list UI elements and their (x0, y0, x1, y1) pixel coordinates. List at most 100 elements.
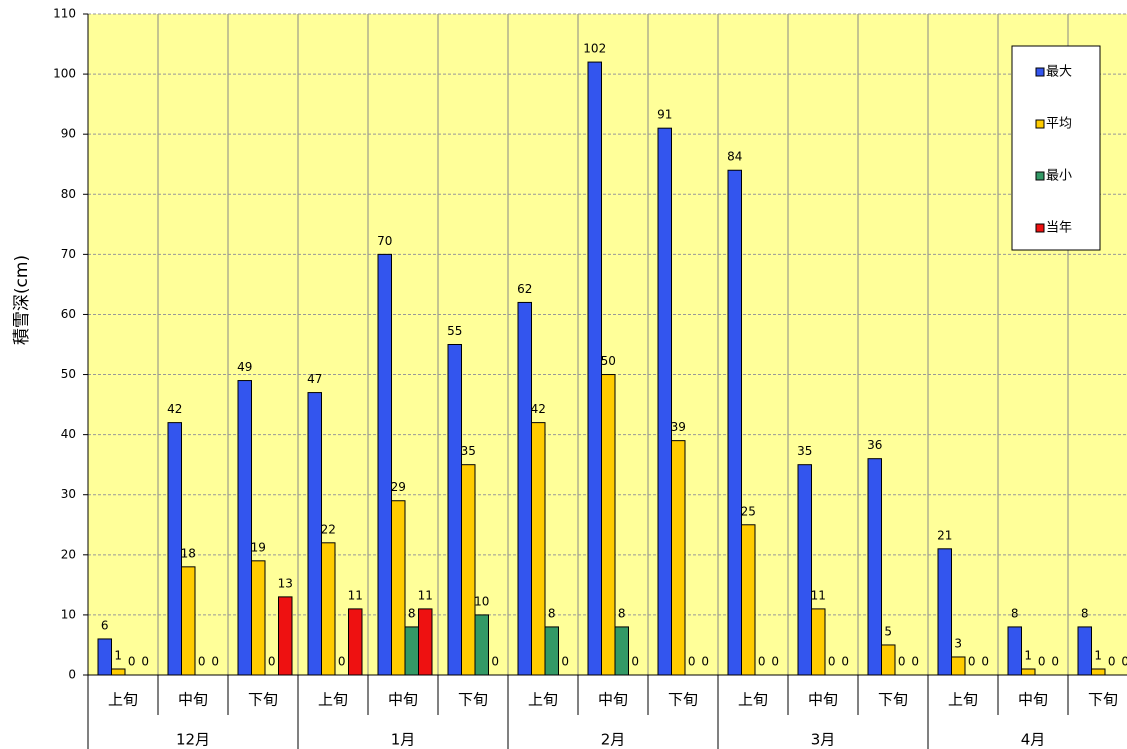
group-label: 3月 (811, 731, 836, 749)
group-label: 4月 (1021, 731, 1046, 749)
x-tick-label: 中旬 (1018, 691, 1048, 709)
data-label: 8 (1081, 606, 1089, 620)
legend-swatch (1035, 223, 1045, 233)
x-tick-label: 中旬 (808, 691, 838, 709)
data-label: 0 (1108, 655, 1116, 669)
bar (727, 169, 742, 676)
bar (614, 626, 629, 676)
data-label: 29 (391, 480, 406, 494)
data-label: 36 (867, 438, 882, 452)
data-label: 42 (531, 402, 546, 416)
x-tick-label: 下旬 (248, 691, 278, 709)
data-label: 8 (1011, 606, 1019, 620)
y-tick-label: 70 (61, 247, 76, 261)
y-tick-label: 10 (61, 607, 76, 621)
data-label: 1 (114, 648, 122, 662)
bar (377, 253, 392, 676)
data-label: 21 (937, 528, 952, 542)
data-label: 0 (701, 655, 709, 669)
data-label: 6 (101, 618, 109, 632)
y-tick-label: 110 (53, 7, 76, 21)
data-label: 47 (307, 372, 322, 386)
x-tick-label: 上旬 (948, 691, 978, 709)
x-tick-label: 下旬 (458, 691, 488, 709)
bar (348, 608, 363, 676)
y-tick-label: 80 (61, 187, 76, 201)
y-tick-label: 0 (68, 668, 76, 682)
data-label: 11 (348, 588, 363, 602)
data-label: 25 (741, 504, 756, 518)
y-tick-label: 50 (61, 367, 76, 381)
data-label: 0 (898, 655, 906, 669)
bar (404, 626, 419, 676)
bar (391, 500, 406, 676)
data-label: 11 (418, 588, 433, 602)
data-label: 0 (631, 655, 639, 669)
data-label: 0 (128, 655, 136, 669)
bar (307, 392, 322, 676)
y-tick-label: 90 (61, 127, 76, 141)
bar (1007, 626, 1022, 676)
x-tick-label: 下旬 (668, 691, 698, 709)
bar (447, 344, 462, 676)
bar (881, 644, 896, 676)
y-tick-label: 20 (61, 547, 76, 561)
data-label: 50 (601, 354, 616, 368)
legend-label: 当年 (1046, 221, 1072, 236)
data-label: 0 (268, 655, 276, 669)
data-label: 22 (321, 522, 336, 536)
data-label: 0 (841, 655, 849, 669)
y-tick-label: 100 (53, 67, 76, 81)
data-label: 70 (377, 234, 392, 248)
bar (1021, 668, 1036, 676)
group-label: 1月 (391, 731, 416, 749)
data-label: 19 (251, 540, 266, 554)
data-label: 5 (884, 624, 892, 638)
data-label: 8 (548, 606, 556, 620)
bar (181, 566, 196, 676)
data-label: 0 (1038, 655, 1046, 669)
data-label: 13 (278, 576, 293, 590)
data-label: 18 (181, 546, 196, 560)
group-label: 2月 (601, 731, 626, 749)
x-tick-label: 上旬 (108, 691, 138, 709)
data-label: 0 (828, 655, 836, 669)
bar (587, 61, 602, 676)
data-label: 0 (211, 655, 219, 669)
x-tick-label: 上旬 (738, 691, 768, 709)
data-label: 0 (198, 655, 206, 669)
bar (237, 380, 252, 676)
bar (544, 626, 559, 676)
bar (671, 440, 686, 676)
bar (418, 608, 433, 676)
data-label: 62 (517, 282, 532, 296)
data-label: 42 (167, 402, 182, 416)
bar (937, 548, 952, 676)
bar (1091, 668, 1106, 676)
legend-label: 最大 (1046, 65, 1072, 80)
data-label: 0 (141, 655, 149, 669)
legend-box (1011, 45, 1101, 251)
data-label: 55 (447, 324, 462, 338)
data-label: 49 (237, 360, 252, 374)
data-label: 3 (954, 636, 962, 650)
bar (657, 127, 672, 676)
data-label: 1 (1094, 648, 1102, 662)
legend-label: 最小 (1046, 169, 1072, 184)
data-label: 0 (688, 655, 696, 669)
data-label: 0 (771, 655, 779, 669)
bar (461, 464, 476, 676)
x-tick-label: 上旬 (528, 691, 558, 709)
data-label: 11 (811, 588, 826, 602)
x-tick-label: 中旬 (388, 691, 418, 709)
y-tick-label: 60 (61, 307, 76, 321)
legend-swatch (1035, 171, 1045, 181)
bar (167, 422, 182, 676)
bar (278, 596, 293, 676)
data-label: 91 (657, 108, 672, 122)
data-label: 0 (561, 655, 569, 669)
legend-label: 平均 (1046, 117, 1072, 132)
x-tick-label: 中旬 (178, 691, 208, 709)
